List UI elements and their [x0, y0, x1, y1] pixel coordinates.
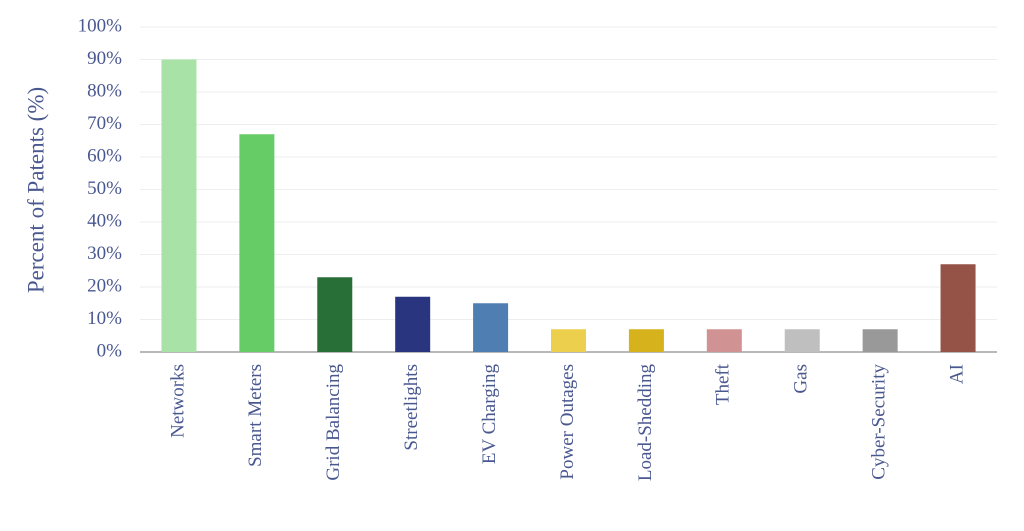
y-tick-label: 90% [87, 48, 122, 69]
x-tick-label: AI [946, 364, 967, 384]
x-tick-label: Load-Shedding [635, 364, 656, 482]
y-tick-label: 100% [78, 15, 123, 36]
bar [551, 329, 586, 352]
chart: Percent of Patents (%) 0% 10% 20% 30% 40% 50%… [0, 0, 1024, 531]
bar [863, 329, 898, 352]
bar [785, 329, 820, 352]
x-tick-label: Streetlights [401, 364, 422, 451]
bar [941, 264, 976, 352]
x-tick-label: Networks [167, 364, 188, 438]
x-tick-label: EV Charging [479, 364, 500, 465]
y-axis-label: Percent of Patents (%) [23, 87, 48, 293]
y-tick-label: 50% [87, 178, 122, 199]
y-tick-label: 60% [87, 145, 122, 166]
page: Percent of Patents (%) 0% 10% 20% 30% 40% 50%… [0, 0, 1024, 531]
y-tick-label: 10% [87, 308, 122, 329]
y-tick-label: 0% [97, 340, 123, 361]
y-tick-label: 20% [87, 275, 122, 296]
bar [629, 329, 664, 352]
bar [239, 134, 274, 352]
y-tick-label: 30% [87, 243, 122, 264]
bar [317, 277, 352, 352]
x-tick-label: Smart Meters [245, 364, 266, 467]
y-tick-label: 80% [87, 80, 122, 101]
y-tick-label: 70% [87, 113, 122, 134]
x-tick-label: Cyber-Security [868, 364, 889, 480]
x-tick-label: Grid Balancing [323, 364, 344, 481]
bar [707, 329, 742, 352]
x-tick-label: Power Outages [557, 364, 578, 480]
x-tick-label: Theft [713, 363, 734, 405]
bar [395, 297, 430, 352]
x-tick-label: Gas [791, 364, 812, 394]
bar [161, 60, 196, 353]
y-tick-label: 40% [87, 210, 122, 231]
bar [473, 303, 508, 352]
